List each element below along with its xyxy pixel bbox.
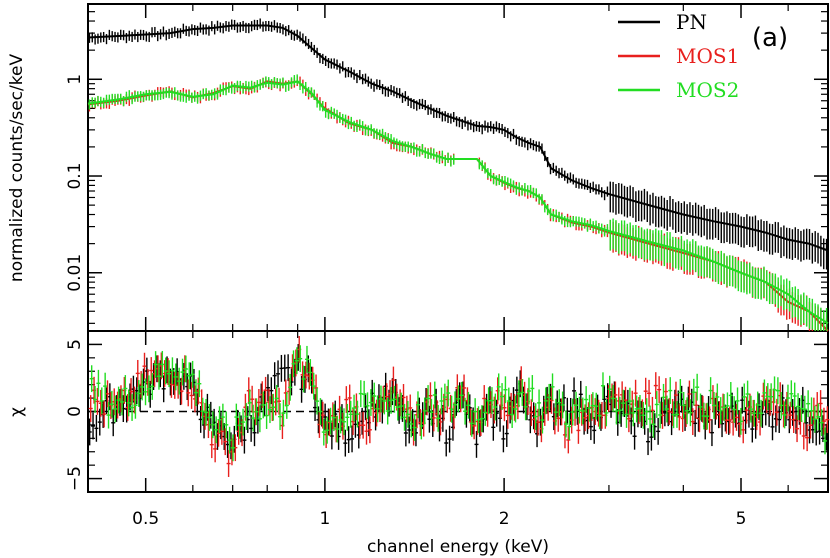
spectrum-y-tick-label: 1	[65, 74, 85, 85]
spectrum-series-mos2	[87, 74, 829, 331]
residual-y-axis-title: χ	[7, 407, 27, 417]
panel-label: (a)	[752, 23, 788, 53]
x-axis-title: channel energy (keV)	[367, 537, 549, 557]
residual-series-pn	[87, 343, 829, 460]
spectrum-series-pn	[87, 18, 829, 270]
spectrum-series	[87, 18, 829, 332]
spectrum-y-axis-title: normalized counts/sec/keV	[7, 54, 27, 283]
legend-label-mos2: MOS2	[676, 78, 739, 102]
residual-y-tick-label: 0	[65, 406, 85, 417]
x-tick-label: 0.5	[132, 509, 159, 529]
spectrum-line-mos2	[87, 80, 829, 325]
x-tick-label: 2	[499, 509, 510, 529]
spectrum-y-tick-label: 0.01	[65, 254, 85, 292]
residual-y-tick-label: −5	[65, 466, 85, 491]
residual-series-mos2	[89, 345, 827, 462]
spectrum-y-ticks: 1 0.1 0.01	[65, 3, 828, 324]
legend-label-pn: PN	[676, 10, 707, 34]
spectrum-y-tick-label: 0.1	[65, 162, 85, 189]
x-tick-label: 1	[319, 509, 330, 529]
residual-series	[87, 336, 830, 477]
x-tick-label: 5	[736, 509, 747, 529]
residual-y-tick-label: 5	[65, 339, 85, 350]
x-axis-ticks: 0.5 1 2 5	[132, 4, 789, 529]
spectrum-series-mos1	[87, 75, 829, 332]
legend: PN MOS1 MOS2	[618, 10, 739, 102]
legend-label-mos1: MOS1	[676, 44, 739, 68]
residual-y-ticks: 5 0 −5	[65, 339, 828, 491]
